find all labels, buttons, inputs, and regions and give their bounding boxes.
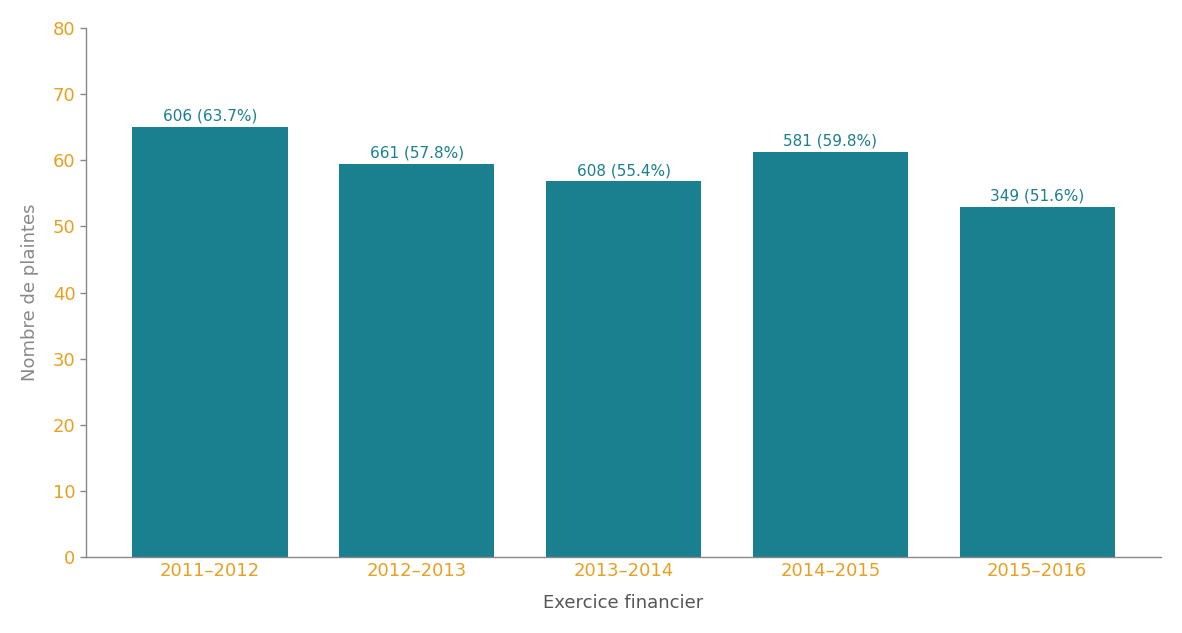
Bar (960, 206, 1115, 558)
X-axis label: Exercice financier: Exercice financier (544, 594, 703, 612)
Bar (753, 153, 908, 558)
Text: 349 (51.6%): 349 (51.6%) (991, 188, 1084, 203)
Bar (546, 182, 701, 558)
Text: 606 (63.7%): 606 (63.7%) (163, 109, 258, 124)
Bar (132, 127, 287, 558)
Bar (339, 163, 494, 558)
Y-axis label: Nombre de plaintes: Nombre de plaintes (21, 204, 39, 381)
Text: 608 (55.4%): 608 (55.4%) (577, 163, 670, 178)
Text: 581 (59.8%): 581 (59.8%) (784, 134, 877, 149)
Text: 661 (57.8%): 661 (57.8%) (370, 145, 463, 160)
